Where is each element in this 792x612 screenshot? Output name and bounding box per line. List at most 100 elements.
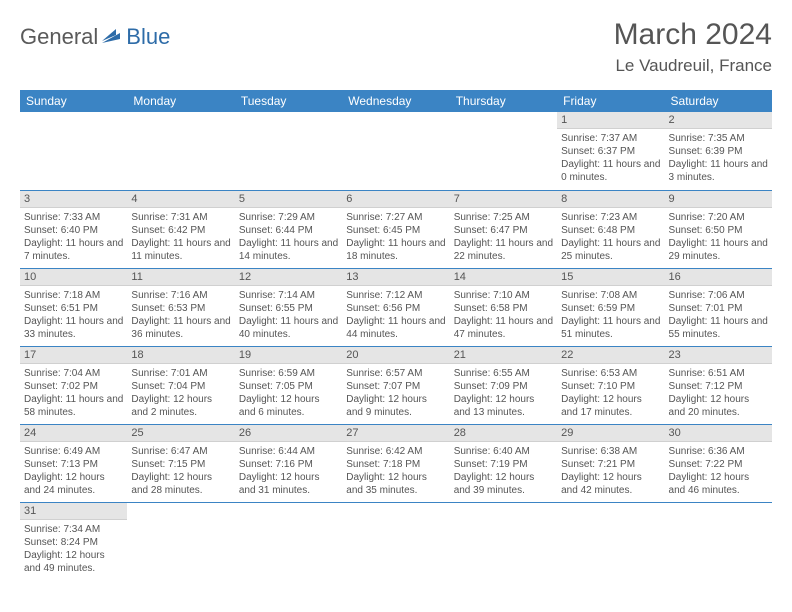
day-header-row: Sunday Monday Tuesday Wednesday Thursday… [20,90,772,112]
day-number: 16 [665,269,772,286]
calendar-cell: 14Sunrise: 7:10 AMSunset: 6:58 PMDayligh… [450,268,557,346]
day-number: 24 [20,425,127,442]
daylight-line: Daylight: 11 hours and 18 minutes. [346,237,445,263]
sunrise-line: Sunrise: 7:10 AM [454,289,553,302]
day-number: 9 [665,191,772,208]
sunrise-line: Sunrise: 7:04 AM [24,367,123,380]
calendar-cell: 1Sunrise: 7:37 AMSunset: 6:37 PMDaylight… [557,112,664,190]
daylight-line: Daylight: 11 hours and 51 minutes. [561,315,660,341]
calendar-cell: 17Sunrise: 7:04 AMSunset: 7:02 PMDayligh… [20,346,127,424]
day-number: 15 [557,269,664,286]
calendar-cell: 31Sunrise: 7:34 AMSunset: 8:24 PMDayligh… [20,502,127,580]
day-number: 28 [450,425,557,442]
sunrise-line: Sunrise: 7:12 AM [346,289,445,302]
daylight-line: Daylight: 11 hours and 55 minutes. [669,315,768,341]
day-number: 26 [235,425,342,442]
calendar-cell: 26Sunrise: 6:44 AMSunset: 7:16 PMDayligh… [235,424,342,502]
logo-text-blue: Blue [126,24,170,50]
sunrise-line: Sunrise: 6:38 AM [561,445,660,458]
calendar-cell: 2Sunrise: 7:35 AMSunset: 6:39 PMDaylight… [665,112,772,190]
day-number: 21 [450,347,557,364]
sunrise-line: Sunrise: 7:35 AM [669,132,768,145]
sunset-line: Sunset: 6:44 PM [239,224,338,237]
sunrise-line: Sunrise: 7:16 AM [131,289,230,302]
daylight-line: Daylight: 12 hours and 42 minutes. [561,471,660,497]
calendar-row: 1 Sunrise: 7:37 AMSunset: 6:37 PM Daylight… [20,112,772,190]
day-number: 19 [235,347,342,364]
sunset-line: Sunset: 7:10 PM [561,380,660,393]
calendar-cell: 11Sunrise: 7:16 AMSunset: 6:53 PMDayligh… [127,268,234,346]
sunrise-line: Sunrise: 6:42 AM [346,445,445,458]
header: General Blue March 2024 Le Vaudreuil, Fr… [20,18,772,76]
day-number: 18 [127,347,234,364]
day-body: Sunrise: 7:31 AMSunset: 6:42 PMDaylight:… [127,208,234,265]
sunset-line: Sunset: 7:01 PM [669,302,768,315]
logo: General Blue [20,24,170,50]
sunrise-line: Sunrise: 7:37 AM [561,132,660,145]
daylight-line: Daylight: 12 hours and 24 minutes. [24,471,123,497]
calendar-cell: 4Sunrise: 7:31 AMSunset: 6:42 PMDaylight… [127,190,234,268]
sunset-line: Sunset: 6:39 PM [669,145,768,158]
day-number: 27 [342,425,449,442]
calendar-cell [450,112,557,190]
day-body: Sunrise: 7:35 AMSunset: 6:39 PMDaylight:… [665,129,772,186]
calendar-cell: 29Sunrise: 6:38 AMSunset: 7:21 PMDayligh… [557,424,664,502]
day-body: Sunrise: 6:51 AMSunset: 7:12 PMDaylight:… [665,364,772,421]
day-number: 3 [20,191,127,208]
sunrise-line: Sunrise: 7:25 AM [454,211,553,224]
day-header: Friday [557,90,664,112]
calendar-table: Sunday Monday Tuesday Wednesday Thursday… [20,90,772,580]
daylight-line: Daylight: 11 hours and 44 minutes. [346,315,445,341]
daylight-line: Daylight: 12 hours and 2 minutes. [131,393,230,419]
daylight-line: Daylight: 11 hours and 3 minutes. [669,158,768,184]
sunset-line: Sunset: 6:59 PM [561,302,660,315]
sunrise-line: Sunrise: 7:18 AM [24,289,123,302]
daylight-line: Daylight: 11 hours and 47 minutes. [454,315,553,341]
day-number: 12 [235,269,342,286]
calendar-cell: 8Sunrise: 7:23 AMSunset: 6:48 PMDaylight… [557,190,664,268]
sunset-line: Sunset: 6:48 PM [561,224,660,237]
sunrise-line: Sunrise: 6:53 AM [561,367,660,380]
calendar-cell [127,502,234,580]
sunset-line: Sunset: 6:50 PM [669,224,768,237]
sunset-line: Sunset: 6:42 PM [131,224,230,237]
day-body: Sunrise: 7:25 AMSunset: 6:47 PMDaylight:… [450,208,557,265]
calendar-cell: 16Sunrise: 7:06 AMSunset: 7:01 PMDayligh… [665,268,772,346]
sunset-line: Sunset: 7:04 PM [131,380,230,393]
daylight-line: Daylight: 11 hours and 7 minutes. [24,237,123,263]
daylight-line: Daylight: 12 hours and 31 minutes. [239,471,338,497]
calendar-row: 17Sunrise: 7:04 AMSunset: 7:02 PMDayligh… [20,346,772,424]
sunset-line: Sunset: 6:37 PM [561,145,660,158]
day-number: 11 [127,269,234,286]
day-number: 6 [342,191,449,208]
daylight-line: Daylight: 11 hours and 33 minutes. [24,315,123,341]
calendar-cell: 15Sunrise: 7:08 AMSunset: 6:59 PMDayligh… [557,268,664,346]
day-body: Sunrise: 7:20 AMSunset: 6:50 PMDaylight:… [665,208,772,265]
daylight-line: Daylight: 11 hours and 25 minutes. [561,237,660,263]
sunset-line: Sunset: 6:40 PM [24,224,123,237]
day-body: Sunrise: 6:59 AMSunset: 7:05 PMDaylight:… [235,364,342,421]
day-body: Sunrise: 7:04 AMSunset: 7:02 PMDaylight:… [20,364,127,421]
day-body: Sunrise: 6:55 AMSunset: 7:09 PMDaylight:… [450,364,557,421]
day-body: Sunrise: 6:44 AMSunset: 7:16 PMDaylight:… [235,442,342,499]
sunset-line: Sunset: 7:15 PM [131,458,230,471]
day-body: Sunrise: 7:01 AMSunset: 7:04 PMDaylight:… [127,364,234,421]
calendar-cell: 12Sunrise: 7:14 AMSunset: 6:55 PMDayligh… [235,268,342,346]
sunrise-line: Sunrise: 6:51 AM [669,367,768,380]
sunrise-line: Sunrise: 6:55 AM [454,367,553,380]
calendar-cell: 6Sunrise: 7:27 AMSunset: 6:45 PMDaylight… [342,190,449,268]
day-body: Sunrise: 7:14 AMSunset: 6:55 PMDaylight:… [235,286,342,343]
sunrise-line: Sunrise: 6:59 AM [239,367,338,380]
day-number: 1 [557,112,664,129]
sunset-line: Sunset: 6:58 PM [454,302,553,315]
daylight-line: Daylight: 11 hours and 22 minutes. [454,237,553,263]
sunrise-line: Sunrise: 7:31 AM [131,211,230,224]
calendar-cell: 22Sunrise: 6:53 AMSunset: 7:10 PMDayligh… [557,346,664,424]
calendar-cell: 20Sunrise: 6:57 AMSunset: 7:07 PMDayligh… [342,346,449,424]
sunset-line: Sunset: 6:56 PM [346,302,445,315]
calendar-cell [20,112,127,190]
calendar-cell: 9Sunrise: 7:20 AMSunset: 6:50 PMDaylight… [665,190,772,268]
daylight-line: Daylight: 12 hours and 20 minutes. [669,393,768,419]
daylight-line: Daylight: 11 hours and 58 minutes. [24,393,123,419]
day-number: 4 [127,191,234,208]
